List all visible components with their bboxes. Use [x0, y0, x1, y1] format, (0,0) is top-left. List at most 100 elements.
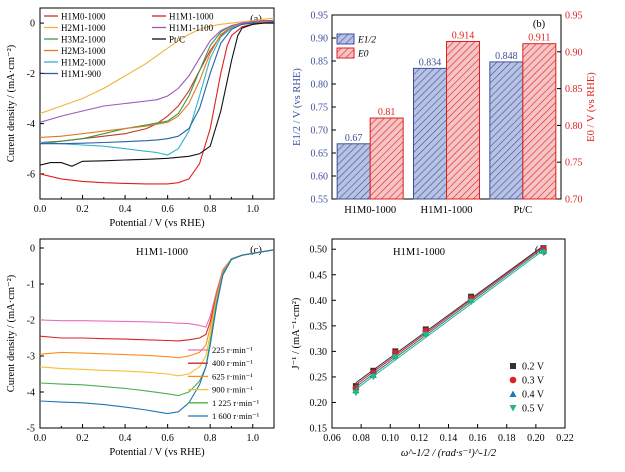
x-tick-label: 0.0 — [34, 433, 47, 444]
y-tick-label: 0.15 — [310, 424, 328, 435]
y-tick-label: 0.25 — [310, 372, 328, 383]
data-point — [539, 249, 547, 257]
data-point — [369, 373, 377, 381]
panel-d: 0.06 0.08 0.10 0.12 0.14 0.16 0.18 0.20 0.22 0.15… — [291, 238, 574, 459]
bar — [336, 143, 371, 200]
series-line — [40, 249, 274, 342]
series-line — [40, 21, 274, 145]
data-point — [467, 298, 475, 306]
panel-c: 0.0 0.2 0.4 0.6 0.8 1.0 -5 -4 -3 -2 -1 0 Potential /… — [6, 238, 275, 458]
bar-value-label: 0.911 — [528, 33, 550, 44]
y-tick-label: -5 — [27, 424, 35, 435]
x-tick-label: 0.2 — [76, 433, 89, 444]
bar — [522, 43, 557, 200]
legend-label: H1M0-1000 — [61, 12, 106, 22]
y-tick-label: -6 — [27, 169, 35, 180]
y-tick-label: -4 — [27, 119, 35, 130]
legend-label: H1M1-1000 — [169, 12, 214, 22]
panel-a: 0.0 0.2 0.4 0.6 0.8 1.0 -6 -4 -2 0 Potential / V (… — [6, 7, 275, 229]
legend-label: H2M1-1000 — [61, 23, 106, 33]
x-tick-label: 0.6 — [161, 433, 174, 444]
y-axis-label: J⁻¹ / (mA⁻¹·cm²) — [291, 297, 302, 369]
legend-label: 0.5 V — [522, 404, 545, 415]
legend-label: H1M1-1100 — [169, 23, 214, 33]
y-right-tick-label: 0.70 — [565, 195, 583, 206]
x-tick-label: 0.4 — [119, 433, 132, 444]
panel-annotation: H1M1-1000 — [136, 247, 188, 258]
y-right-tick-label: 0.80 — [565, 121, 583, 132]
bar-value-label: 0.914 — [452, 30, 475, 41]
y-left-tick-label: 0.95 — [311, 11, 329, 22]
y-tick-label: 0 — [30, 244, 35, 255]
x-tick-label: 0.6 — [161, 204, 174, 215]
legend-marker — [509, 405, 517, 412]
legend-label: 1 225 r·min⁻¹ — [212, 398, 260, 408]
y-left-tick-label: 0.90 — [311, 34, 329, 45]
series-line — [40, 249, 274, 377]
y-tick-label: -2 — [27, 69, 35, 80]
bar-value-label: 0.834 — [419, 57, 442, 68]
x-tick-label: 0.10 — [382, 433, 400, 444]
x-tick-label: 0.18 — [498, 433, 516, 444]
x-tick-label: 0.0 — [34, 204, 47, 215]
x-tick-label: 0.2 — [76, 204, 89, 215]
bar — [413, 67, 447, 200]
x-tick-label: 0.8 — [204, 204, 217, 215]
x-tick-label: 0.16 — [469, 433, 487, 444]
y-left-axis-label: E1/2 / V (vs RHE) — [292, 68, 303, 146]
bar — [489, 61, 524, 200]
bar — [369, 117, 404, 200]
y-right-tick-label: 0.75 — [565, 158, 583, 169]
series-line — [40, 249, 274, 415]
legend-label: 1 600 r·min⁻¹ — [212, 411, 260, 421]
fit-line — [355, 249, 544, 390]
legend-label: E0 — [357, 50, 369, 60]
panel-a-frame — [39, 7, 275, 200]
legend-marker — [509, 376, 517, 384]
legend-label: Pt/C — [169, 35, 185, 45]
legend-label: 0.4 V — [522, 390, 545, 401]
legend-label: E1/2 — [357, 36, 376, 46]
bar — [446, 40, 480, 200]
y-axis-label: Curent density / (mA·cm⁻²) — [6, 44, 17, 162]
legend-label: H3M2-1000 — [61, 35, 106, 45]
panel-label: (c) — [250, 245, 262, 256]
y-tick-label: -4 — [27, 388, 35, 399]
x-tick-label: 0.14 — [440, 433, 458, 444]
y-tick-label: -3 — [27, 352, 35, 363]
data-point — [391, 354, 399, 362]
y-tick-label: 0.45 — [310, 270, 328, 281]
panel-label: (b) — [533, 19, 546, 30]
bar-value-label: 0.81 — [378, 107, 396, 118]
series-line — [40, 22, 274, 167]
x-tick-label: 0.8 — [204, 433, 217, 444]
y-right-axis-label: E0 / V (vs RHE) — [586, 72, 597, 142]
y-left-tick-label: 0.65 — [311, 149, 329, 160]
x-axis-label: ω^-1/2 / (rad·s⁻¹)^-1/2 — [401, 448, 497, 459]
fit-line — [355, 246, 544, 386]
x-tick-label: 0.22 — [556, 433, 574, 444]
legend-marker — [509, 390, 517, 397]
y-tick-label: -2 — [27, 316, 35, 327]
series-line — [40, 20, 274, 123]
legend-swatch — [336, 47, 355, 59]
data-point — [422, 332, 430, 339]
x-tick-label: 0.4 — [119, 204, 132, 215]
y-left-tick-label: 0.70 — [311, 126, 329, 137]
legend-label: 225 r·min⁻¹ — [212, 345, 253, 355]
legend-label: 900 r·min⁻¹ — [212, 385, 253, 395]
x-axis-label: Potential / V (vs RHE) — [109, 447, 205, 458]
y-tick-label: 0.40 — [310, 296, 328, 307]
legend-label: 625 r·min⁻¹ — [212, 371, 253, 381]
legend-label: 0.2 V — [522, 362, 545, 373]
series-line — [40, 249, 274, 328]
y-left-tick-label: 0.55 — [311, 195, 329, 206]
legend-label: H2M3-1000 — [61, 46, 106, 56]
panel-annotation: H1M1-1000 — [393, 247, 445, 258]
x-tick-label: H1M1-1000 — [421, 205, 473, 216]
y-right-tick-label: 0.95 — [565, 11, 583, 22]
y-tick-label: 0.35 — [310, 321, 328, 332]
y-tick-label: 0.30 — [310, 347, 328, 358]
